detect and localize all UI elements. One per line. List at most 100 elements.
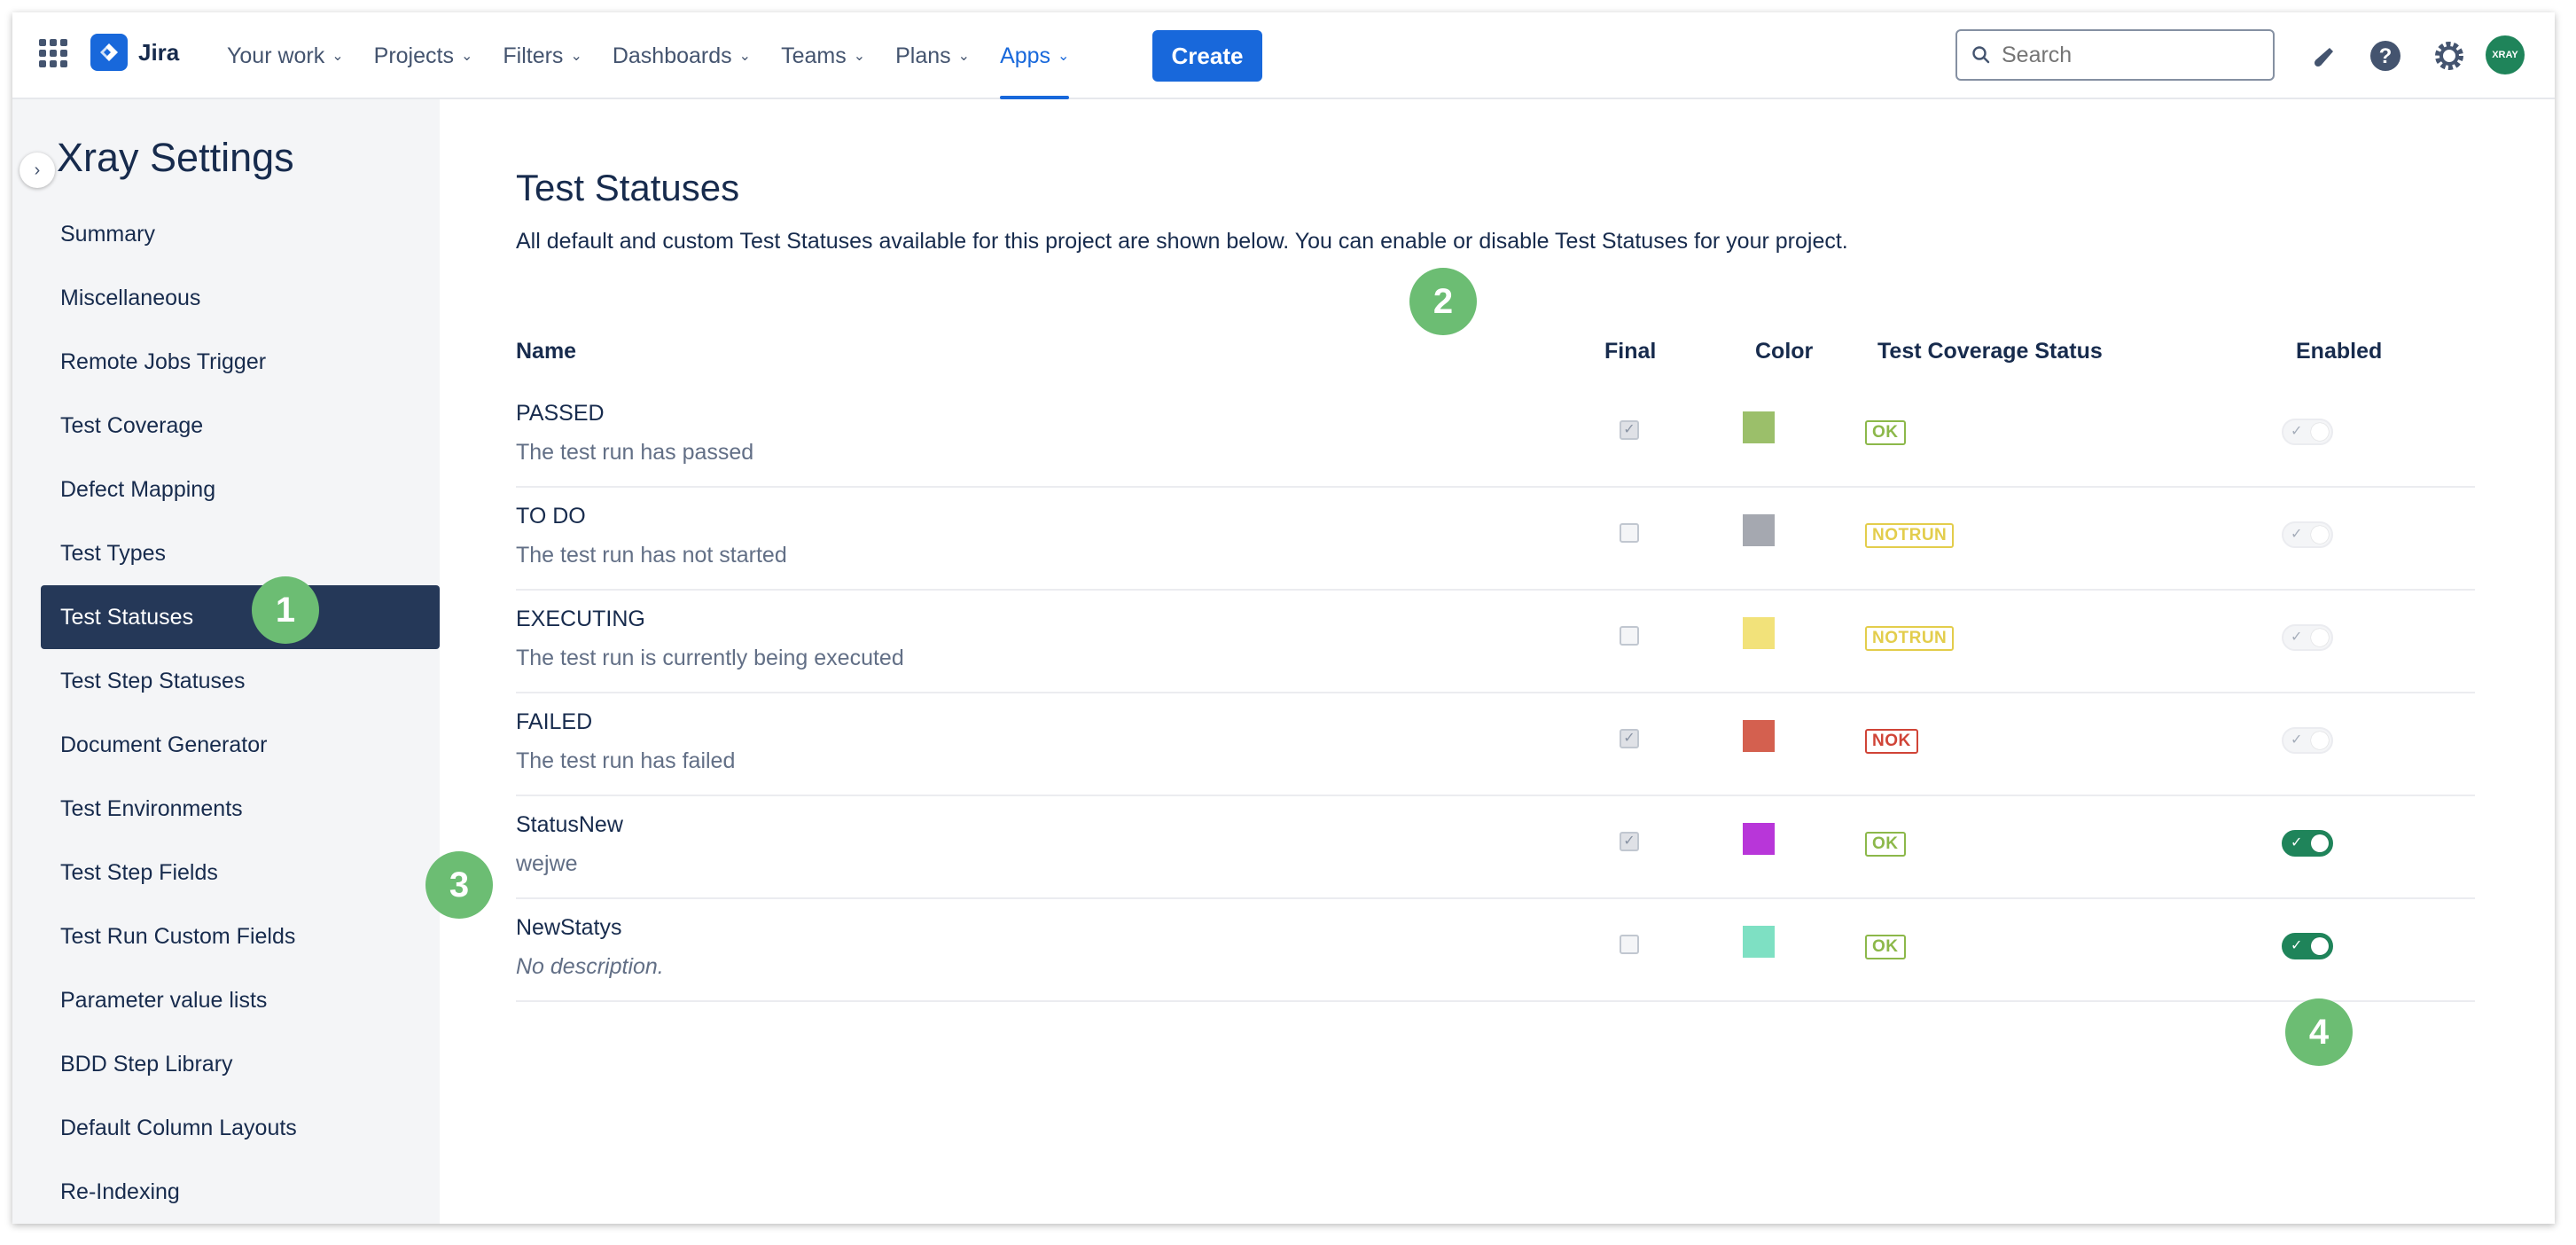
sidebar-item-bdd-step-library[interactable]: BDD Step Library bbox=[60, 1051, 233, 1077]
annotation-marker: 3 bbox=[425, 851, 493, 919]
enabled-toggle[interactable]: ✓ bbox=[2282, 624, 2333, 651]
page-title: Test Statuses bbox=[516, 167, 740, 208]
check-icon: ✓ bbox=[2291, 835, 2303, 850]
svg-text:?: ? bbox=[2379, 44, 2393, 68]
status-description: The test run has passed bbox=[516, 440, 754, 465]
enabled-toggle[interactable]: ✓ bbox=[2282, 419, 2333, 445]
nav-teams[interactable]: Teams ⌄ bbox=[781, 12, 865, 99]
sidebar-item-document-generator[interactable]: Document Generator bbox=[60, 732, 268, 757]
chevron-down-icon: ⌄ bbox=[853, 49, 866, 64]
column-header-coverage-status: Test Coverage Status bbox=[1877, 339, 2103, 364]
column-header-final: Final bbox=[1604, 339, 1657, 364]
coverage-status-badge: NOK bbox=[1865, 729, 1918, 754]
nav-plans[interactable]: Plans ⌄ bbox=[895, 12, 970, 99]
sidebar-item-test-statuses[interactable]: Test Statuses bbox=[41, 585, 440, 649]
table-row: TO DO The test run has not started NOTRUN ✓ bbox=[516, 488, 2475, 591]
final-checkbox[interactable] bbox=[1620, 832, 1639, 851]
user-avatar[interactable]: XRAY bbox=[2486, 35, 2525, 74]
status-name: FAILED bbox=[516, 709, 593, 734]
sidebar-nav-list: Summary Miscellaneous Remote Jobs Trigge… bbox=[41, 202, 440, 1224]
sidebar-item-remote-jobs-trigger[interactable]: Remote Jobs Trigger bbox=[60, 348, 267, 374]
nav-filters[interactable]: Filters ⌄ bbox=[503, 12, 582, 99]
enabled-toggle[interactable]: ✓ bbox=[2282, 933, 2333, 959]
table-row: StatusNew wejwe OK ✓ bbox=[516, 796, 2475, 899]
status-description: The test run has failed bbox=[516, 748, 736, 773]
status-description: wejwe bbox=[516, 851, 578, 876]
create-button[interactable]: Create bbox=[1152, 30, 1262, 82]
app-window: Jira Your work ⌄ Projects ⌄ Filters ⌄ Dashb… bbox=[12, 12, 2555, 1224]
coverage-status-badge: OK bbox=[1865, 935, 1906, 959]
nav-label: Teams bbox=[781, 43, 847, 68]
sidebar-item-test-coverage[interactable]: Test Coverage bbox=[60, 412, 204, 438]
help-icon[interactable]: ? bbox=[2369, 39, 2402, 73]
column-header-enabled: Enabled bbox=[2296, 339, 2383, 364]
jira-logo-icon bbox=[90, 34, 128, 71]
coverage-status-badge: OK bbox=[1865, 832, 1906, 857]
settings-sidebar: Xray Settings Summary Miscellaneous Remo… bbox=[12, 99, 440, 1224]
nav-label: Plans bbox=[895, 43, 951, 68]
color-swatch bbox=[1743, 823, 1775, 855]
toggle-knob bbox=[2311, 732, 2329, 749]
check-icon: ✓ bbox=[2291, 424, 2303, 439]
check-icon: ✓ bbox=[2291, 938, 2303, 953]
chevron-down-icon: ⌄ bbox=[570, 49, 582, 64]
final-checkbox[interactable] bbox=[1620, 729, 1639, 748]
settings-gear-icon[interactable] bbox=[2432, 39, 2466, 73]
search-box[interactable] bbox=[1955, 29, 2275, 81]
column-header-color: Color bbox=[1755, 339, 1814, 364]
nav-label: Your work bbox=[227, 43, 325, 68]
sidebar-item-test-step-statuses[interactable]: Test Step Statuses bbox=[60, 668, 246, 693]
enabled-toggle[interactable]: ✓ bbox=[2282, 830, 2333, 857]
chevron-down-icon: ⌄ bbox=[957, 49, 971, 64]
annotation-marker: 4 bbox=[2285, 998, 2353, 1066]
sidebar-item-test-types[interactable]: Test Types bbox=[60, 540, 167, 566]
toggle-knob bbox=[2311, 834, 2329, 852]
jira-logo[interactable]: Jira bbox=[90, 34, 179, 71]
app-switcher-icon[interactable] bbox=[39, 39, 67, 67]
final-checkbox[interactable] bbox=[1620, 523, 1639, 543]
chevron-down-icon: ⌄ bbox=[332, 49, 344, 64]
nav-apps[interactable]: Apps ⌄ bbox=[1000, 12, 1070, 99]
search-input[interactable] bbox=[2002, 42, 2259, 68]
sidebar-item-summary[interactable]: Summary bbox=[60, 221, 155, 247]
check-icon: ✓ bbox=[2291, 732, 2303, 748]
status-name: PASSED bbox=[516, 401, 605, 426]
coverage-status-badge: NOTRUN bbox=[1865, 523, 1955, 548]
color-swatch bbox=[1743, 926, 1775, 958]
toggle-knob bbox=[2311, 423, 2329, 441]
chevron-down-icon: ⌄ bbox=[460, 49, 473, 64]
status-description: No description. bbox=[516, 954, 664, 979]
sidebar-item-test-environments[interactable]: Test Environments bbox=[60, 795, 243, 821]
table-row: NewStatys No description. OK ✓ bbox=[516, 899, 2475, 1002]
sidebar-collapse-chevron-icon[interactable]: › bbox=[20, 153, 55, 188]
color-swatch bbox=[1743, 411, 1775, 443]
sidebar-item-miscellaneous[interactable]: Miscellaneous bbox=[60, 285, 201, 310]
sidebar-title: Xray Settings bbox=[57, 135, 294, 180]
nav-your-work[interactable]: Your work ⌄ bbox=[227, 12, 344, 99]
search-icon bbox=[1972, 46, 1990, 64]
enabled-toggle[interactable]: ✓ bbox=[2282, 727, 2333, 754]
status-description: The test run has not started bbox=[516, 543, 787, 568]
sidebar-item-test-step-fields[interactable]: Test Step Fields bbox=[60, 859, 218, 885]
status-name: TO DO bbox=[516, 504, 586, 529]
final-checkbox[interactable] bbox=[1620, 420, 1639, 440]
annotation-marker: 2 bbox=[1409, 268, 1477, 335]
status-name: EXECUTING bbox=[516, 607, 645, 631]
chevron-down-icon: ⌄ bbox=[738, 49, 752, 64]
nav-dashboards[interactable]: Dashboards ⌄ bbox=[613, 12, 751, 99]
final-checkbox[interactable] bbox=[1620, 935, 1639, 954]
sidebar-item-default-column-layouts[interactable]: Default Column Layouts bbox=[60, 1115, 297, 1140]
notifications-icon[interactable] bbox=[2307, 39, 2340, 73]
nav-label: Projects bbox=[373, 43, 454, 68]
sidebar-item-test-run-custom-fields[interactable]: Test Run Custom Fields bbox=[60, 923, 296, 949]
final-checkbox[interactable] bbox=[1620, 626, 1639, 646]
nav-projects[interactable]: Projects ⌄ bbox=[374, 12, 473, 99]
enabled-toggle[interactable]: ✓ bbox=[2282, 521, 2333, 548]
color-swatch bbox=[1743, 720, 1775, 752]
toggle-knob bbox=[2311, 629, 2329, 646]
sidebar-item-defect-mapping[interactable]: Defect Mapping bbox=[60, 476, 216, 502]
sidebar-item-parameter-value-lists[interactable]: Parameter value lists bbox=[60, 987, 268, 1013]
sidebar-item-re-indexing[interactable]: Re-Indexing bbox=[60, 1178, 180, 1204]
app-name: Jira bbox=[138, 38, 180, 66]
check-icon: ✓ bbox=[2291, 630, 2303, 645]
